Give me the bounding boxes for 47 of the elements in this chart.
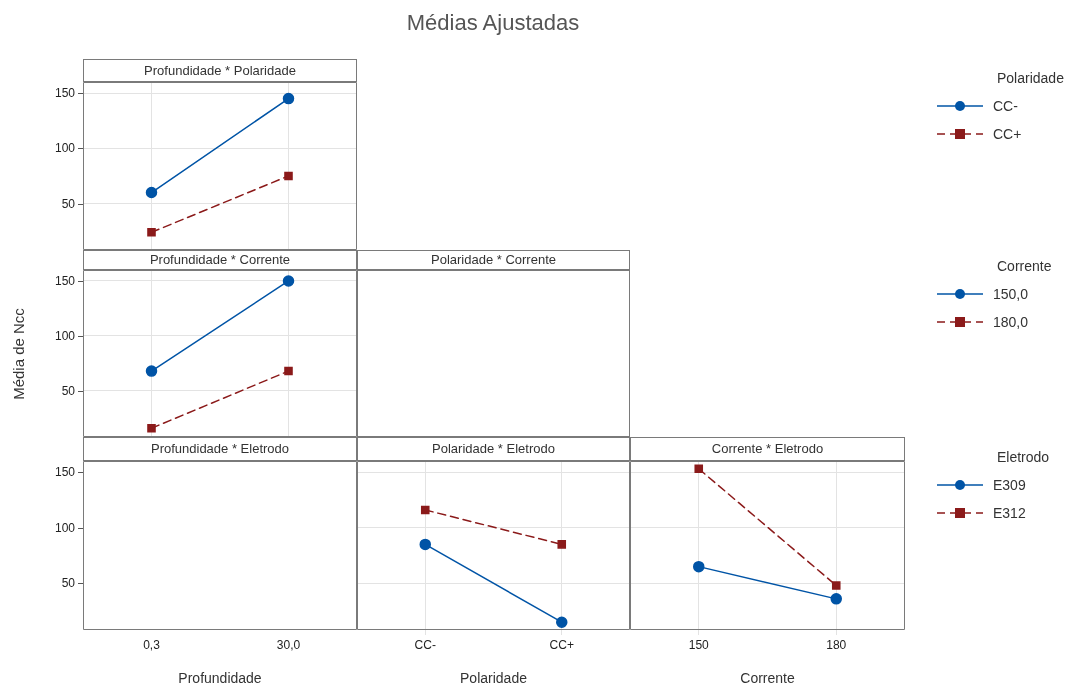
- legend-title: Eletrodo: [997, 449, 1050, 465]
- point: [147, 228, 156, 237]
- point: [147, 423, 156, 433]
- y-tick-label: 100: [54, 328, 76, 343]
- x-tick-label: 150: [688, 637, 710, 652]
- y-tick-label: 50: [61, 196, 76, 211]
- point: [284, 171, 293, 181]
- point: [831, 581, 841, 590]
- point: [693, 560, 705, 573]
- chart-title: Profundidade * Polaridade: [83, 59, 357, 82]
- y-tick-label: 100: [54, 520, 76, 535]
- point: [282, 275, 295, 287]
- x-tick-label: CC-: [414, 637, 436, 652]
- text: Polaridade * Corrente: [357, 250, 630, 270]
- legend-label: 180,0: [993, 314, 1029, 330]
- x-axis-title: Corrente: [740, 670, 795, 687]
- legend-label: CC+: [993, 126, 1022, 142]
- x-tick-label: 0,3: [143, 637, 161, 652]
- legend-label: E309: [993, 477, 1026, 493]
- y-tick-label: 100: [54, 140, 76, 155]
- point: [830, 593, 842, 605]
- point: [282, 92, 295, 105]
- point: [145, 186, 158, 199]
- legend-label: CC-: [993, 98, 1018, 114]
- chart-title: Profundidade * Eletrodo: [83, 437, 357, 461]
- point: [694, 464, 704, 474]
- chart-title: Profundidade * Corrente: [83, 250, 357, 270]
- y-tick-label: 150: [54, 85, 76, 100]
- y-tick-label: 50: [61, 383, 76, 398]
- y-tick-label: 150: [54, 464, 76, 479]
- y-tick-label: 50: [61, 575, 76, 590]
- legend-label: 150,0: [993, 286, 1029, 302]
- point: [145, 365, 158, 377]
- x-tick-label: 30,0: [276, 637, 301, 652]
- x-tick-label: 180: [826, 637, 847, 652]
- x-axis-title: Profundidade: [178, 670, 262, 687]
- y-axis-title: Média de Ncc: [10, 306, 28, 402]
- y-tick-label: 150: [54, 273, 76, 288]
- x-tick-label: CC+: [549, 637, 574, 652]
- legend-title: Polaridade: [997, 70, 1064, 86]
- x-axis-title: Polaridade: [460, 670, 528, 687]
- chart-title: Corrente * Eletrodo: [630, 437, 905, 461]
- legend-label: E312: [993, 505, 1026, 521]
- legend-title: Corrente: [997, 258, 1052, 274]
- chart-title: Polaridade * Eletrodo: [357, 437, 630, 461]
- point: [284, 366, 293, 376]
- text: Médias Ajustadas: [405, 10, 581, 36]
